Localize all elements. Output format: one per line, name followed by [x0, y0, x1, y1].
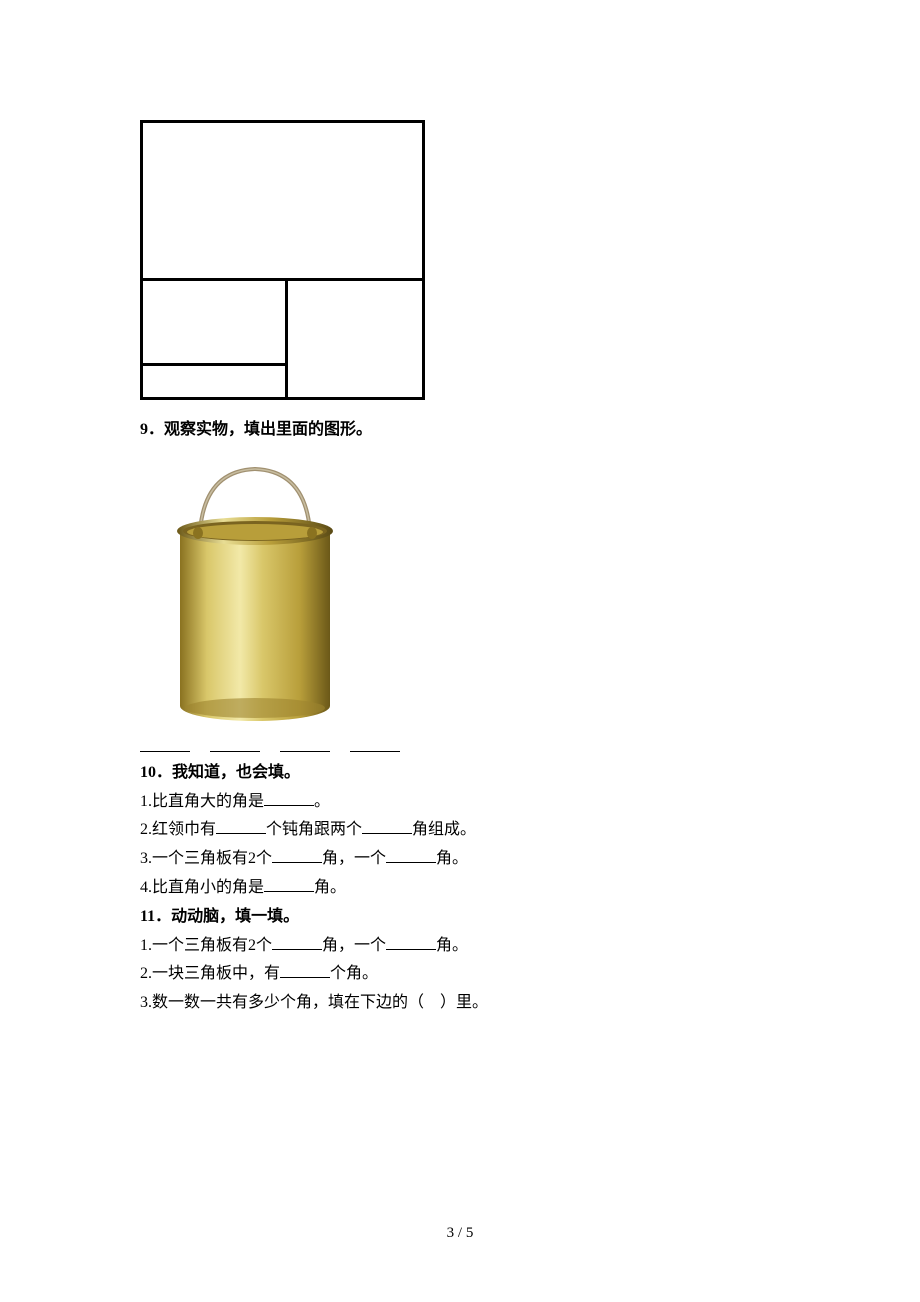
q10-text: 我知道，也会填。 [172, 764, 300, 781]
text: 。 [314, 793, 330, 810]
q11-text: 动动脑，填一填。 [171, 908, 299, 925]
q11-title: 11．动动脑，填一填。 [140, 905, 780, 930]
text: 1.比直角大的角是 [140, 793, 264, 810]
page-number: 3 / 5 [0, 1225, 920, 1242]
q9-title: 9．观察实物，填出里面的图形。 [140, 418, 780, 443]
diagram-hline-1 [143, 278, 422, 281]
fill-blank[interactable] [272, 934, 322, 950]
q9-text: 观察实物，填出里面的图形。 [164, 421, 372, 438]
fill-blank[interactable] [386, 934, 436, 950]
q10-line-2: 2.红领巾有 个钝角跟两个 角组成。 [140, 818, 780, 843]
fill-blank[interactable] [386, 847, 436, 863]
q10-line-1: 1.比直角大的角是 。 [140, 790, 780, 815]
fill-blank[interactable] [362, 818, 412, 834]
fill-blank[interactable] [280, 736, 330, 752]
text: 2.红领巾有 [140, 821, 216, 838]
q10-line-4: 4.比直角小的角是 角。 [140, 876, 780, 901]
q11-line-1: 1.一个三角板有2个 角，一个 角。 [140, 934, 780, 959]
text: 3.数一数一共有多少个角，填在下边的（ ）里。 [140, 994, 488, 1011]
text: 4.比直角小的角是 [140, 879, 264, 896]
q11-line-3: 3.数一数一共有多少个角，填在下边的（ ）里。 [140, 991, 780, 1016]
q10-num: 10． [140, 764, 172, 781]
diagram-hline-2 [143, 363, 288, 366]
bucket-image [150, 463, 360, 728]
q11-num: 11． [140, 908, 171, 925]
text: 个钝角跟两个 [266, 821, 362, 838]
q10-title: 10．我知道，也会填。 [140, 761, 780, 786]
text: 1.一个三角板有2个 [140, 937, 272, 954]
text: 角。 [436, 937, 468, 954]
fill-blank[interactable] [350, 736, 400, 752]
text: 2.一块三角板中，有 [140, 965, 280, 982]
fill-blank[interactable] [272, 847, 322, 863]
bucket-bottom-shade [185, 698, 325, 718]
fill-blank[interactable] [280, 962, 330, 978]
fill-blank[interactable] [210, 736, 260, 752]
fill-blank[interactable] [264, 876, 314, 892]
text: 3.一个三角板有2个 [140, 850, 272, 867]
text: 个角。 [330, 965, 378, 982]
bucket-body [180, 531, 330, 706]
q10-line-3: 3.一个三角板有2个 角，一个 角。 [140, 847, 780, 872]
bucket-lug-right [307, 527, 317, 539]
text: 角，一个 [322, 937, 386, 954]
rectangle-diagram [140, 120, 425, 400]
q9-num: 9． [140, 421, 164, 438]
bucket-rim-inner2 [187, 524, 323, 540]
q9-blanks-row [140, 736, 780, 757]
text: 角。 [314, 879, 346, 896]
text: 角。 [436, 850, 468, 867]
fill-blank[interactable] [140, 736, 190, 752]
diagram-vline [285, 278, 288, 400]
text: 角，一个 [322, 850, 386, 867]
fill-blank[interactable] [264, 790, 314, 806]
text: 角组成。 [412, 821, 476, 838]
fill-blank[interactable] [216, 818, 266, 834]
q11-line-2: 2.一块三角板中，有 个角。 [140, 962, 780, 987]
bucket-lug-left [193, 527, 203, 539]
